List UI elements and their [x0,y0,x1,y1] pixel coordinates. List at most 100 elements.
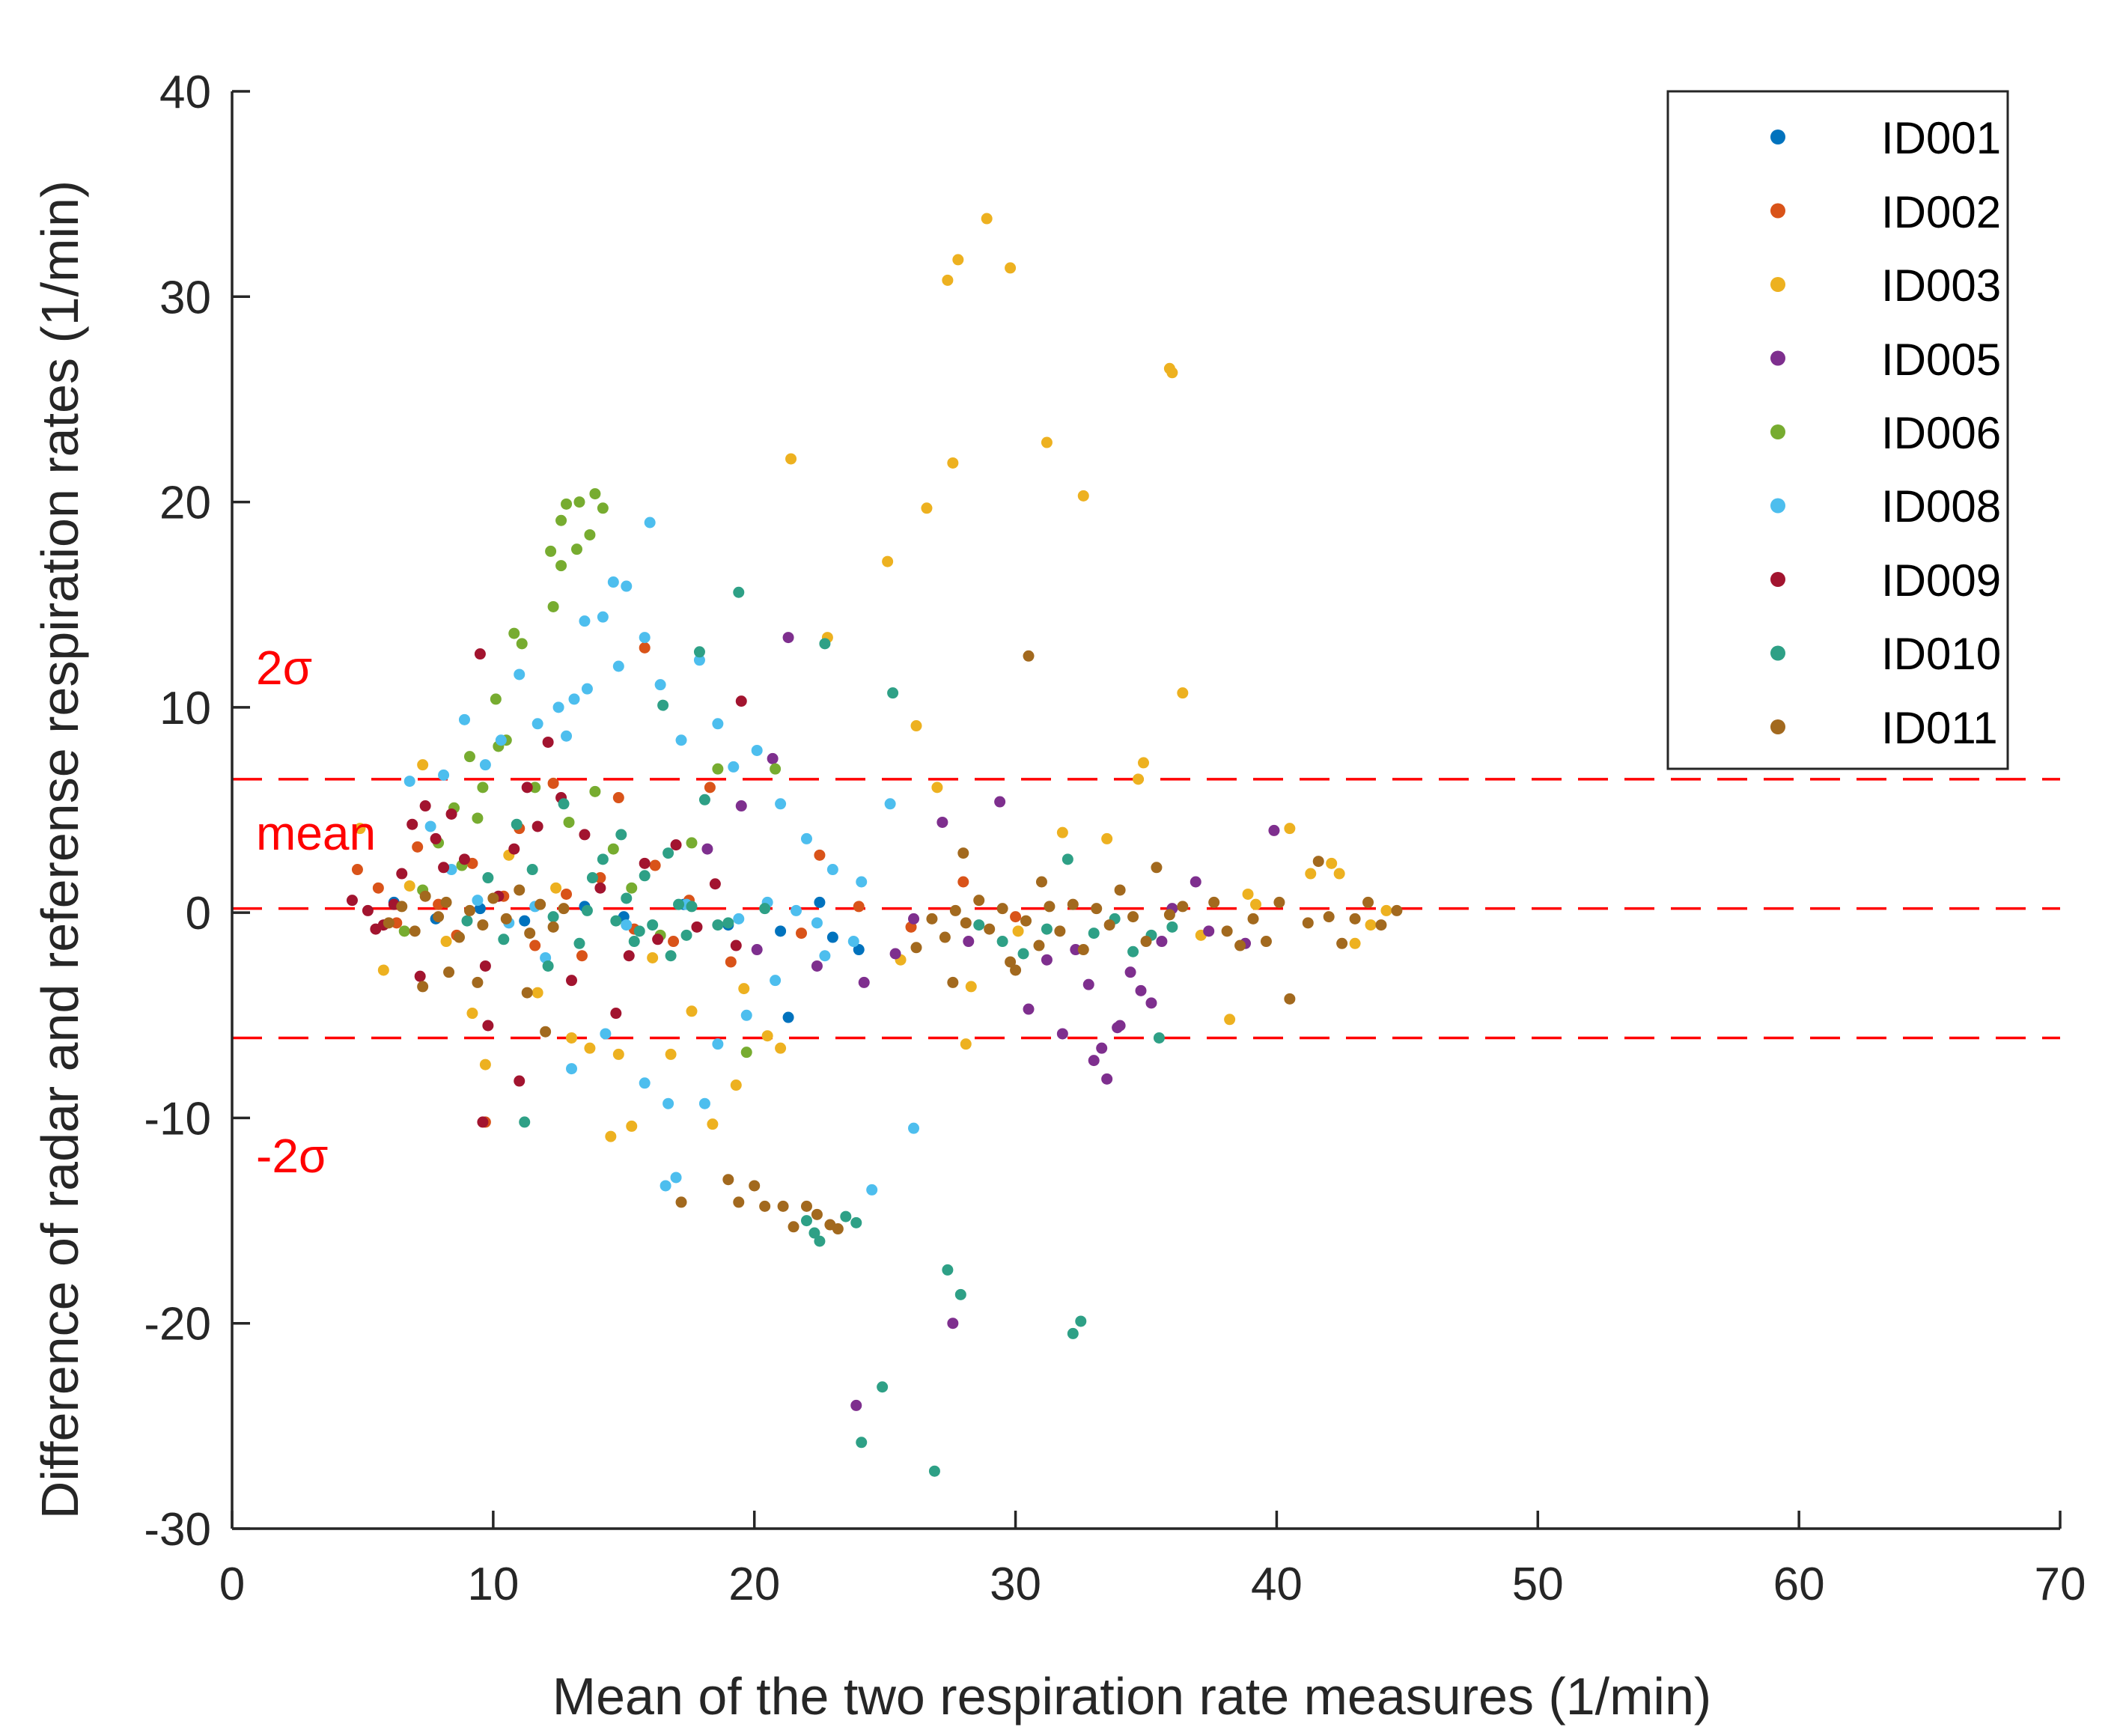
data-point-id008 [561,730,573,742]
data-point-id008 [908,1122,920,1134]
data-point-id011 [1035,876,1047,888]
data-point-id011 [396,901,408,913]
data-point-id011 [417,981,429,993]
data-point-id003 [1224,1014,1236,1026]
data-point-id006 [508,627,520,639]
data-point-id003 [354,823,366,835]
data-point-id009 [610,1008,622,1020]
data-point-id008 [698,1097,710,1109]
data-point-id011 [947,976,959,988]
data-point-id006 [545,545,557,557]
data-point-id008 [791,904,802,916]
data-point-id003 [1284,823,1296,835]
data-point-id005 [947,1318,959,1330]
legend-label: ID005 [1881,335,2001,385]
data-point-id006 [607,843,619,855]
legend-marker-id003 [1770,277,1785,292]
data-point-id003 [1041,436,1053,448]
data-point-id003 [942,274,954,286]
data-point-id003 [1333,868,1345,880]
data-point-id011 [1208,896,1220,908]
data-point-id010 [996,936,1008,948]
data-point-id010 [759,903,771,915]
data-point-id010 [647,919,659,931]
data-point-id011 [788,1221,799,1233]
data-point-id011 [1312,856,1324,868]
data-point-id010 [519,1116,531,1128]
data-point-id005 [1056,1028,1068,1040]
data-point-id003 [952,254,964,266]
data-point-id011 [1221,925,1233,937]
data-point-id010 [840,1210,852,1222]
data-point-id003 [479,1059,491,1070]
data-point-id005 [850,1399,862,1411]
data-point-id002 [412,841,424,853]
data-point-id010 [712,919,724,931]
data-point-id009 [438,862,450,874]
data-point-id011 [1023,650,1035,662]
data-point-id011 [777,1200,789,1212]
data-point-id003 [1177,687,1189,699]
data-point-id010 [558,798,570,810]
data-point-id005 [1082,978,1094,990]
y-tick-label: -20 [144,1299,211,1350]
data-point-id006 [740,1047,752,1059]
data-point-id010 [663,847,674,859]
data-point-id003 [531,987,543,999]
data-point-id011 [722,1174,734,1186]
data-point-id008 [826,864,838,876]
data-point-id010 [615,829,627,841]
data-point-id008 [514,668,526,680]
data-point-id010 [639,870,651,882]
data-point-id005 [811,960,823,972]
data-point-id005 [767,752,779,764]
data-point-id008 [847,936,859,948]
legend-items [1770,130,1785,734]
data-point-id008 [866,1184,878,1196]
data-point-id005 [751,944,763,956]
data-point-id006 [770,763,782,775]
data-point-id002 [372,882,384,894]
data-point-id008 [751,744,763,756]
data-point-id003 [981,213,993,225]
data-point-id006 [570,543,582,555]
data-point-id011 [1033,939,1045,951]
data-point-id011 [440,896,452,908]
data-point-id009 [445,808,457,820]
y-tick-label: 40 [159,67,211,118]
legend-box [1666,90,2009,770]
data-point-id008 [693,654,705,666]
data-point-id008 [819,950,831,962]
data-point-id005 [1156,936,1168,948]
data-point-id008 [403,776,415,788]
data-point-id008 [644,517,656,529]
legend-label: ID002 [1881,187,2001,237]
data-point-id003 [1077,490,1089,502]
data-point-id008 [811,917,823,929]
data-point-id008 [775,798,787,810]
x-tick-label: 0 [219,1559,245,1610]
legend-marker-id010 [1770,645,1785,661]
data-point-id005 [1041,954,1053,966]
data-point-id009 [482,1020,494,1032]
x-tick-label: 70 [2035,1559,2086,1610]
data-point-id002 [853,901,865,913]
data-point-id008 [566,1063,578,1075]
data-point-id010 [819,638,831,650]
legend-label: ID003 [1881,261,2001,311]
data-point-id003 [882,555,894,567]
data-point-id009 [458,853,470,865]
data-point-id011 [558,903,570,915]
data-point-id006 [573,496,585,508]
data-point-id010 [856,1437,868,1449]
data-point-id006 [561,498,573,510]
y-tick-label: 20 [159,478,211,529]
data-point-id011 [1234,939,1246,951]
data-point-id003 [403,880,415,892]
data-point-id010 [586,872,598,884]
data-point-id011 [1391,904,1403,916]
data-point-id003 [466,1008,478,1020]
data-point-id003 [440,936,452,948]
data-point-id009 [414,970,426,982]
data-point-id010 [1041,923,1053,935]
